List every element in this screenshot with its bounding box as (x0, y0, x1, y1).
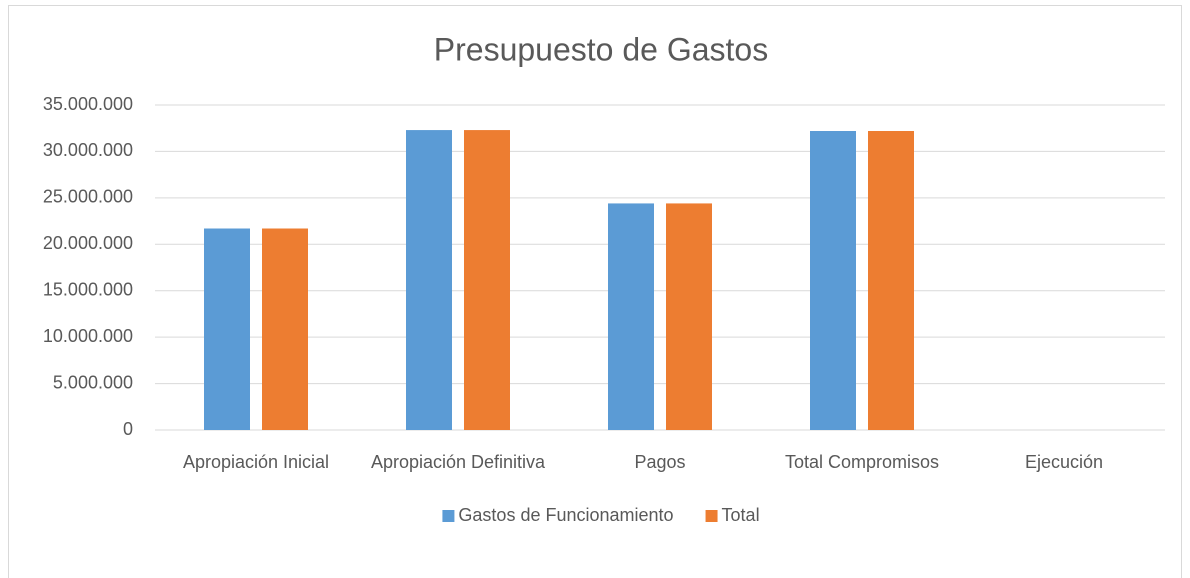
chart-title: Presupuesto de Gastos (434, 31, 768, 67)
legend-label: Total (722, 505, 760, 525)
legend-swatch (442, 510, 455, 522)
x-tick-label: Total Compromisos (784, 452, 940, 472)
bar (666, 203, 712, 430)
y-tick-label: 20.000.000 (43, 233, 133, 253)
y-tick-label: 15.000.000 (43, 279, 133, 299)
legend-swatch (705, 510, 718, 522)
x-tick-label: Ejecución (1024, 452, 1104, 472)
x-tick-label: Pagos (634, 452, 686, 472)
y-tick-label: 5.000.000 (53, 372, 133, 392)
y-tick-label: 0 (123, 419, 133, 439)
bar (810, 131, 856, 430)
legend-label: Gastos de Funcionamiento (458, 505, 673, 525)
y-tick-label: 30.000.000 (43, 140, 133, 160)
x-tick-label: Apropiación Inicial (182, 452, 330, 472)
y-tick-label: 35.000.000 (43, 94, 133, 114)
bar (868, 131, 914, 430)
y-tick-label: 10.000.000 (43, 326, 133, 346)
bar (204, 228, 250, 430)
bar (262, 228, 308, 430)
bar (464, 130, 510, 431)
y-tick-label: 25.000.000 (43, 187, 133, 207)
chart-frame (8, 5, 1182, 578)
bar (608, 203, 654, 430)
bar (406, 130, 452, 431)
x-tick-label: Apropiación Definitiva (370, 452, 546, 472)
